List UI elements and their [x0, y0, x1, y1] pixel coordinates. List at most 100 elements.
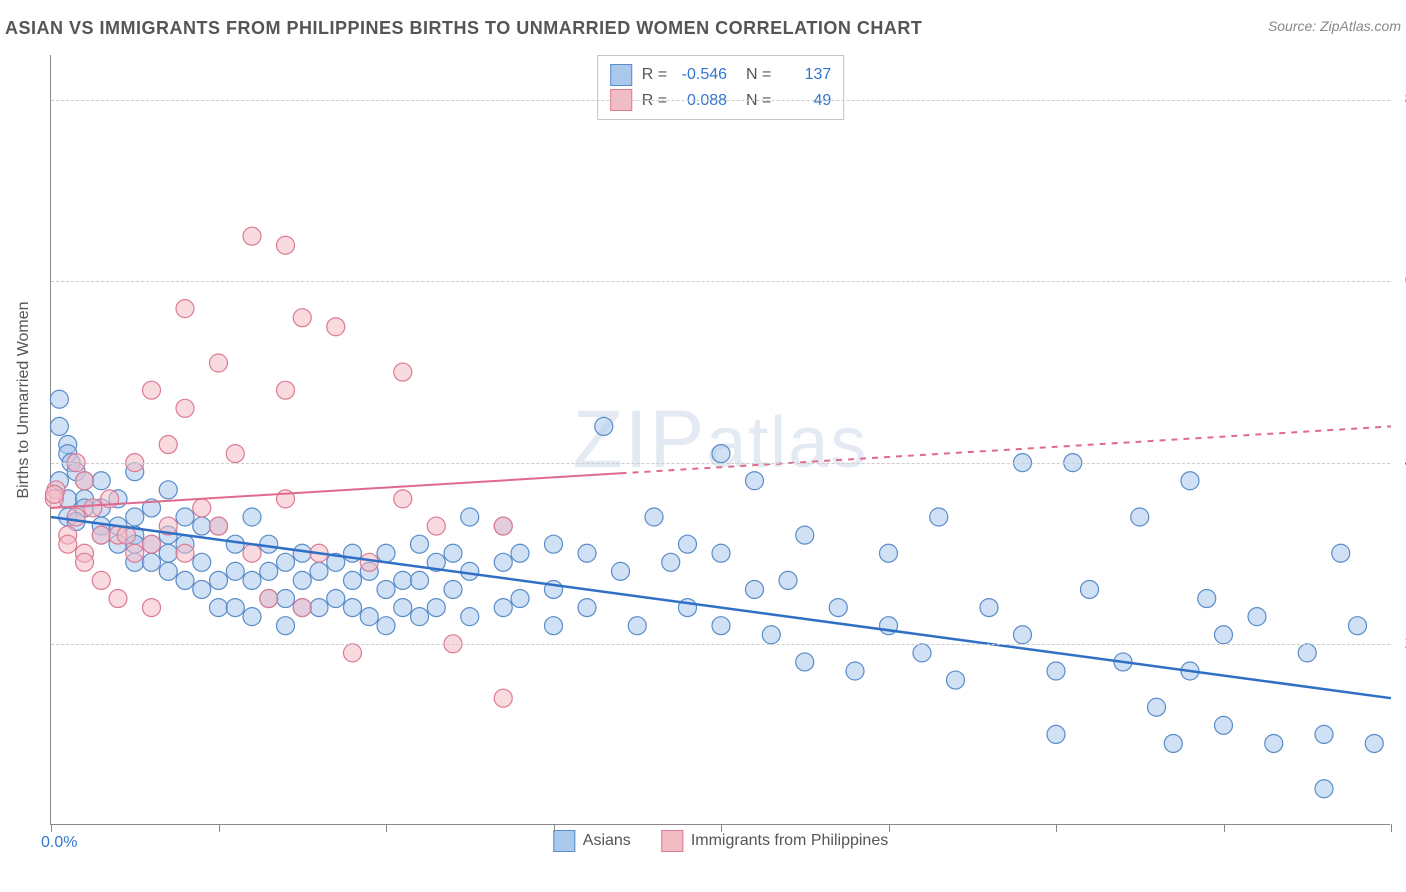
data-point: [45, 485, 63, 503]
swatch-philippines: [661, 830, 683, 852]
data-point: [411, 535, 429, 553]
data-point: [293, 309, 311, 327]
data-point: [511, 590, 529, 608]
data-point: [1332, 544, 1350, 562]
data-point: [444, 544, 462, 562]
data-point: [226, 562, 244, 580]
data-point: [1131, 508, 1149, 526]
data-point: [277, 236, 295, 254]
x-tick: [386, 824, 387, 832]
data-point: [779, 571, 797, 589]
data-point: [913, 644, 931, 662]
swatch-asians: [553, 830, 575, 852]
data-point: [880, 544, 898, 562]
data-point: [427, 517, 445, 535]
data-point: [394, 490, 412, 508]
data-point: [277, 381, 295, 399]
data-point: [930, 508, 948, 526]
data-point: [846, 662, 864, 680]
data-point: [1315, 725, 1333, 743]
data-point: [411, 608, 429, 626]
r-value-asians: -0.546: [677, 62, 727, 88]
data-point: [176, 300, 194, 318]
data-point: [947, 671, 965, 689]
data-point: [578, 544, 596, 562]
data-point: [377, 544, 395, 562]
data-point: [193, 517, 211, 535]
trend-line-dashed: [621, 426, 1392, 473]
data-point: [494, 599, 512, 617]
data-point: [92, 472, 110, 490]
data-point: [310, 562, 328, 580]
data-point: [176, 399, 194, 417]
data-point: [1047, 725, 1065, 743]
data-point: [143, 381, 161, 399]
data-point: [92, 571, 110, 589]
data-point: [712, 445, 730, 463]
data-point: [50, 417, 68, 435]
data-point: [176, 571, 194, 589]
data-point: [109, 590, 127, 608]
data-point: [159, 436, 177, 454]
y-tick-label: 80.0%: [1395, 91, 1406, 109]
data-point: [210, 571, 228, 589]
data-point: [344, 644, 362, 662]
data-point: [143, 599, 161, 617]
data-point: [1164, 734, 1182, 752]
data-point: [84, 499, 102, 517]
data-point: [762, 626, 780, 644]
data-point: [444, 580, 462, 598]
data-point: [277, 617, 295, 635]
data-point: [1198, 590, 1216, 608]
x-tick: [721, 824, 722, 832]
data-point: [243, 227, 261, 245]
data-point: [260, 590, 278, 608]
data-point: [226, 535, 244, 553]
x-tick: [1056, 824, 1057, 832]
data-point: [1248, 608, 1266, 626]
y-axis-label: Births to Unmarried Women: [15, 301, 33, 498]
data-point: [210, 354, 228, 372]
data-point: [260, 535, 278, 553]
data-point: [143, 535, 161, 553]
data-point: [1215, 716, 1233, 734]
scatter-svg: [51, 55, 1390, 824]
data-point: [595, 417, 613, 435]
data-point: [293, 599, 311, 617]
legend-label-asians: Asians: [583, 832, 631, 850]
data-point: [92, 526, 110, 544]
data-point: [511, 544, 529, 562]
data-point: [829, 599, 847, 617]
chart-plot-area: ZIPatlas R = -0.546 N = 137 R = 0.088 N …: [50, 55, 1390, 825]
data-point: [193, 499, 211, 517]
data-point: [193, 553, 211, 571]
data-point: [494, 553, 512, 571]
data-point: [1047, 662, 1065, 680]
source-attribution: Source: ZipAtlas.com: [1268, 18, 1401, 34]
data-point: [243, 508, 261, 526]
data-point: [1215, 626, 1233, 644]
correlation-legend: R = -0.546 N = 137 R = 0.088 N = 49: [597, 55, 845, 120]
data-point: [327, 590, 345, 608]
data-point: [612, 562, 630, 580]
data-point: [494, 517, 512, 535]
data-point: [277, 553, 295, 571]
data-point: [176, 544, 194, 562]
data-point: [394, 599, 412, 617]
data-point: [394, 571, 412, 589]
data-point: [243, 608, 261, 626]
data-point: [243, 544, 261, 562]
data-point: [1315, 780, 1333, 798]
data-point: [796, 653, 814, 671]
data-point: [360, 608, 378, 626]
x-tick: [554, 824, 555, 832]
legend-item-philippines: Immigrants from Philippines: [661, 830, 888, 852]
data-point: [176, 508, 194, 526]
data-point: [1349, 617, 1367, 635]
data-point: [50, 390, 68, 408]
data-point: [1081, 580, 1099, 598]
data-point: [1265, 734, 1283, 752]
chart-title: ASIAN VS IMMIGRANTS FROM PHILIPPINES BIR…: [5, 18, 922, 38]
data-point: [394, 363, 412, 381]
data-point: [327, 318, 345, 336]
